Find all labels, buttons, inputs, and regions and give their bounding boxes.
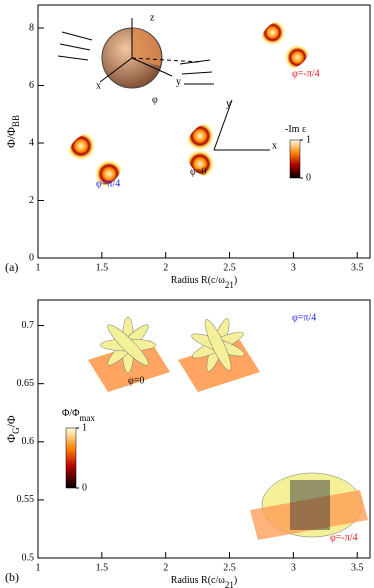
- y-axis-label-main: Φ: [4, 434, 18, 443]
- x-tick-label: 3: [291, 262, 296, 273]
- y-tick-label: 0.6: [22, 436, 35, 447]
- annotation: y: [226, 98, 231, 109]
- y-tick-label: 8: [29, 22, 34, 33]
- annotation: y: [176, 76, 181, 87]
- x-tick-label: 1.5: [96, 262, 109, 273]
- y-axis-label-end: /Φ: [4, 415, 18, 427]
- x-axis-label-sub: 21: [225, 280, 234, 290]
- x-tick-label: 3.5: [351, 562, 364, 573]
- colorbar: [65, 427, 77, 489]
- x-tick-label: 1: [36, 562, 41, 573]
- inset-pattern: [88, 316, 368, 540]
- colorbar-tick-label: 0: [82, 482, 87, 493]
- plot-frame: [37, 4, 371, 259]
- annotation: φ=π/4: [292, 312, 316, 323]
- x-tick-label: 1.5: [96, 562, 109, 573]
- colorbar-tick-label: 0: [306, 172, 311, 183]
- y-axis-label-sub: BB: [11, 115, 21, 127]
- x-tick-label: 1: [36, 262, 41, 273]
- y-axis-label-sub: G: [11, 427, 21, 434]
- x-tick-label: 2.5: [223, 562, 236, 573]
- annotation: x: [96, 80, 101, 91]
- colorbar-label: -Im ε: [285, 124, 306, 135]
- annotation: φ=π/4: [96, 178, 120, 189]
- x-tick-label: 2: [163, 562, 168, 573]
- inset-sphere: [57, 18, 214, 89]
- x-tick-label: 2.5: [223, 262, 236, 273]
- y-tick-label: 0.7: [22, 320, 35, 331]
- colorbar-tick-label: 1: [82, 422, 87, 433]
- annotation: x: [272, 140, 277, 151]
- colorbar-tick-label: 1: [306, 134, 311, 145]
- x-axis-label-sub: 21: [225, 580, 234, 588]
- y-tick-label: 0.5: [22, 552, 35, 563]
- y-tick-label: 0.55: [17, 494, 35, 505]
- y-tick-label: 2: [29, 195, 34, 206]
- annotation: φ=-π/4: [292, 68, 320, 79]
- x-axis-label-end: ): [234, 575, 237, 586]
- x-tick-label: 3.5: [351, 262, 364, 273]
- y-axis-label: Φ/ΦBB: [4, 115, 21, 148]
- panel-label: (b): [5, 570, 19, 584]
- colorbar-label-main: Φ/Φ: [62, 408, 79, 419]
- annotation: z: [150, 12, 155, 23]
- colorbar-label-main: -Im ε: [285, 124, 306, 135]
- annotation: φ=0: [128, 375, 144, 386]
- y-tick-label: 6: [29, 80, 34, 91]
- y-axis-label: ΦG/Φ: [4, 415, 21, 443]
- y-tick-label: 0.65: [17, 378, 35, 389]
- colorbar: [289, 139, 301, 179]
- colorbar-label: Φ/Φmax: [62, 408, 95, 423]
- x-axis-label: Radius R(c/ω21): [171, 575, 237, 588]
- y-tick-label: 0: [29, 252, 34, 263]
- x-axis-label-end: ): [234, 275, 237, 286]
- inset-map: [67, 20, 310, 188]
- y-axis-label-main: Φ/Φ: [4, 127, 18, 148]
- x-tick-label: 2: [163, 262, 168, 273]
- x-axis-label-main: Radius R(c/ω: [171, 275, 225, 286]
- colorbar-label-sub: max: [79, 413, 95, 423]
- plot-frame: [37, 299, 371, 559]
- x-axis-label-main: Radius R(c/ω: [171, 575, 225, 586]
- x-tick-label: 3: [291, 562, 296, 573]
- y-tick-label: 4: [29, 137, 34, 148]
- panel-label: (a): [5, 260, 18, 274]
- x-axis-label: Radius R(c/ω21): [171, 275, 237, 290]
- annotation: φ=-π/4: [330, 532, 358, 543]
- annotation: φ=0: [190, 166, 206, 177]
- annotation: φ: [152, 94, 158, 105]
